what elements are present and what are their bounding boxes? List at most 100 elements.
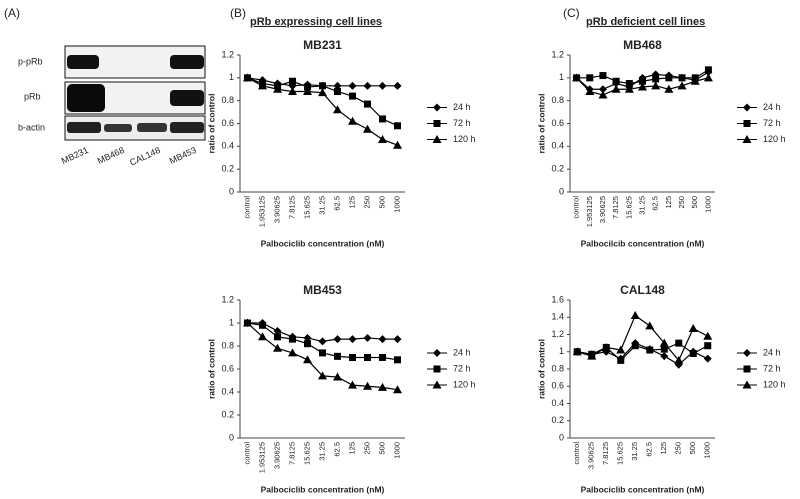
y-tick-label: 0.6 bbox=[551, 381, 564, 391]
x-tick-label: 15.625 bbox=[302, 442, 311, 465]
y-tick-label: 0.8 bbox=[551, 363, 564, 373]
band bbox=[170, 55, 204, 69]
marker bbox=[624, 84, 634, 93]
western-blot: p-pRb pRb b-actin MB231 MB468 CAL148 MB4… bbox=[18, 45, 206, 168]
y-tick-label: 1.2 bbox=[551, 329, 564, 339]
marker bbox=[333, 81, 342, 90]
panel-label: (A) bbox=[4, 6, 20, 20]
band bbox=[170, 122, 204, 133]
legend-marker bbox=[743, 120, 751, 127]
marker bbox=[617, 356, 625, 364]
y-tick-label: 0 bbox=[559, 432, 564, 442]
marker bbox=[639, 77, 646, 85]
marker bbox=[586, 74, 594, 82]
marker bbox=[638, 82, 647, 91]
marker bbox=[273, 343, 282, 352]
chart-title: CAL148 bbox=[620, 283, 665, 297]
marker bbox=[243, 318, 252, 327]
y-tick-label: 0.8 bbox=[551, 95, 564, 105]
x-tick-label: 1000 bbox=[392, 196, 401, 213]
x-tick-label: 125 bbox=[659, 442, 668, 455]
marker bbox=[258, 81, 267, 90]
panel-label: (C) bbox=[563, 6, 580, 20]
marker bbox=[364, 100, 371, 108]
marker bbox=[303, 355, 312, 364]
marker bbox=[678, 74, 686, 82]
x-axis-label: Palbocilcib concentration (nM) bbox=[581, 238, 705, 248]
y-axis-label: ratio of control bbox=[536, 94, 546, 154]
y-tick-label: 0.4 bbox=[221, 141, 234, 151]
x-tick-label: 500 bbox=[690, 196, 699, 209]
x-tick-label: 1000 bbox=[392, 442, 401, 459]
marker bbox=[318, 371, 327, 380]
marker bbox=[675, 339, 683, 347]
legend-label: 24 h bbox=[763, 347, 781, 357]
x-tick-label: 1.953125 bbox=[257, 196, 266, 227]
legend-marker bbox=[742, 135, 752, 143]
x-tick-label: 3.90625 bbox=[272, 442, 281, 469]
marker bbox=[631, 342, 639, 350]
y-tick-label: 1 bbox=[229, 317, 234, 327]
marker bbox=[243, 73, 252, 82]
marker bbox=[258, 332, 267, 341]
x-tick-label: 62.5 bbox=[332, 442, 341, 457]
legend-marker bbox=[433, 349, 441, 357]
x-tick-label: 15.625 bbox=[624, 196, 633, 219]
marker bbox=[393, 335, 402, 344]
marker bbox=[319, 349, 326, 357]
x-tick-label: 500 bbox=[377, 196, 386, 209]
marker bbox=[273, 327, 282, 336]
y-axis-label: ratio of control bbox=[206, 339, 216, 399]
x-tick-label: 3.90625 bbox=[598, 196, 607, 223]
marker bbox=[394, 356, 401, 364]
marker bbox=[704, 66, 712, 74]
marker bbox=[379, 115, 386, 123]
marker bbox=[363, 333, 372, 342]
x-tick-label: control bbox=[572, 196, 581, 219]
legend-label: 72 h bbox=[453, 363, 471, 373]
y-tick-label: 1.6 bbox=[551, 294, 564, 304]
band bbox=[104, 124, 132, 132]
marker bbox=[598, 90, 608, 99]
legend-label: 24 h bbox=[453, 102, 471, 112]
marker bbox=[664, 84, 674, 93]
marker bbox=[703, 331, 713, 340]
marker bbox=[704, 342, 712, 350]
y-tick-label: 0 bbox=[229, 186, 234, 196]
marker bbox=[259, 321, 266, 329]
marker bbox=[274, 333, 281, 341]
marker bbox=[348, 335, 357, 344]
x-tick-label: 31.25 bbox=[630, 442, 639, 461]
marker bbox=[660, 345, 668, 353]
legend-label: 120 h bbox=[453, 134, 476, 144]
legend-marker bbox=[432, 380, 442, 389]
y-tick-label: 0.2 bbox=[551, 415, 564, 425]
marker bbox=[363, 81, 372, 90]
blot-row-label: p-pRb bbox=[18, 56, 43, 66]
legend-label: 24 h bbox=[763, 102, 781, 112]
marker bbox=[303, 87, 312, 96]
marker bbox=[585, 87, 595, 96]
y-tick-label: 0.4 bbox=[551, 398, 564, 408]
marker bbox=[645, 321, 655, 330]
x-tick-label: 125 bbox=[664, 196, 673, 209]
marker bbox=[625, 80, 633, 88]
x-tick-label: 250 bbox=[362, 442, 371, 455]
marker bbox=[703, 73, 713, 82]
marker bbox=[659, 338, 669, 347]
marker bbox=[378, 81, 387, 90]
lane-label: CAL148 bbox=[128, 145, 162, 168]
legend-label: 120 h bbox=[763, 134, 786, 144]
marker bbox=[333, 105, 342, 114]
legend-marker bbox=[432, 135, 442, 143]
marker bbox=[304, 340, 311, 348]
y-tick-label: 0.4 bbox=[221, 386, 234, 396]
x-tick-label: 125 bbox=[347, 196, 356, 209]
marker bbox=[393, 385, 402, 394]
x-tick-label: 3.90625 bbox=[587, 442, 596, 469]
lane-label: MB453 bbox=[168, 145, 198, 166]
marker bbox=[601, 342, 611, 351]
marker bbox=[690, 76, 700, 85]
y-tick-label: 0.6 bbox=[221, 118, 234, 128]
legend-label: 120 h bbox=[763, 379, 786, 389]
